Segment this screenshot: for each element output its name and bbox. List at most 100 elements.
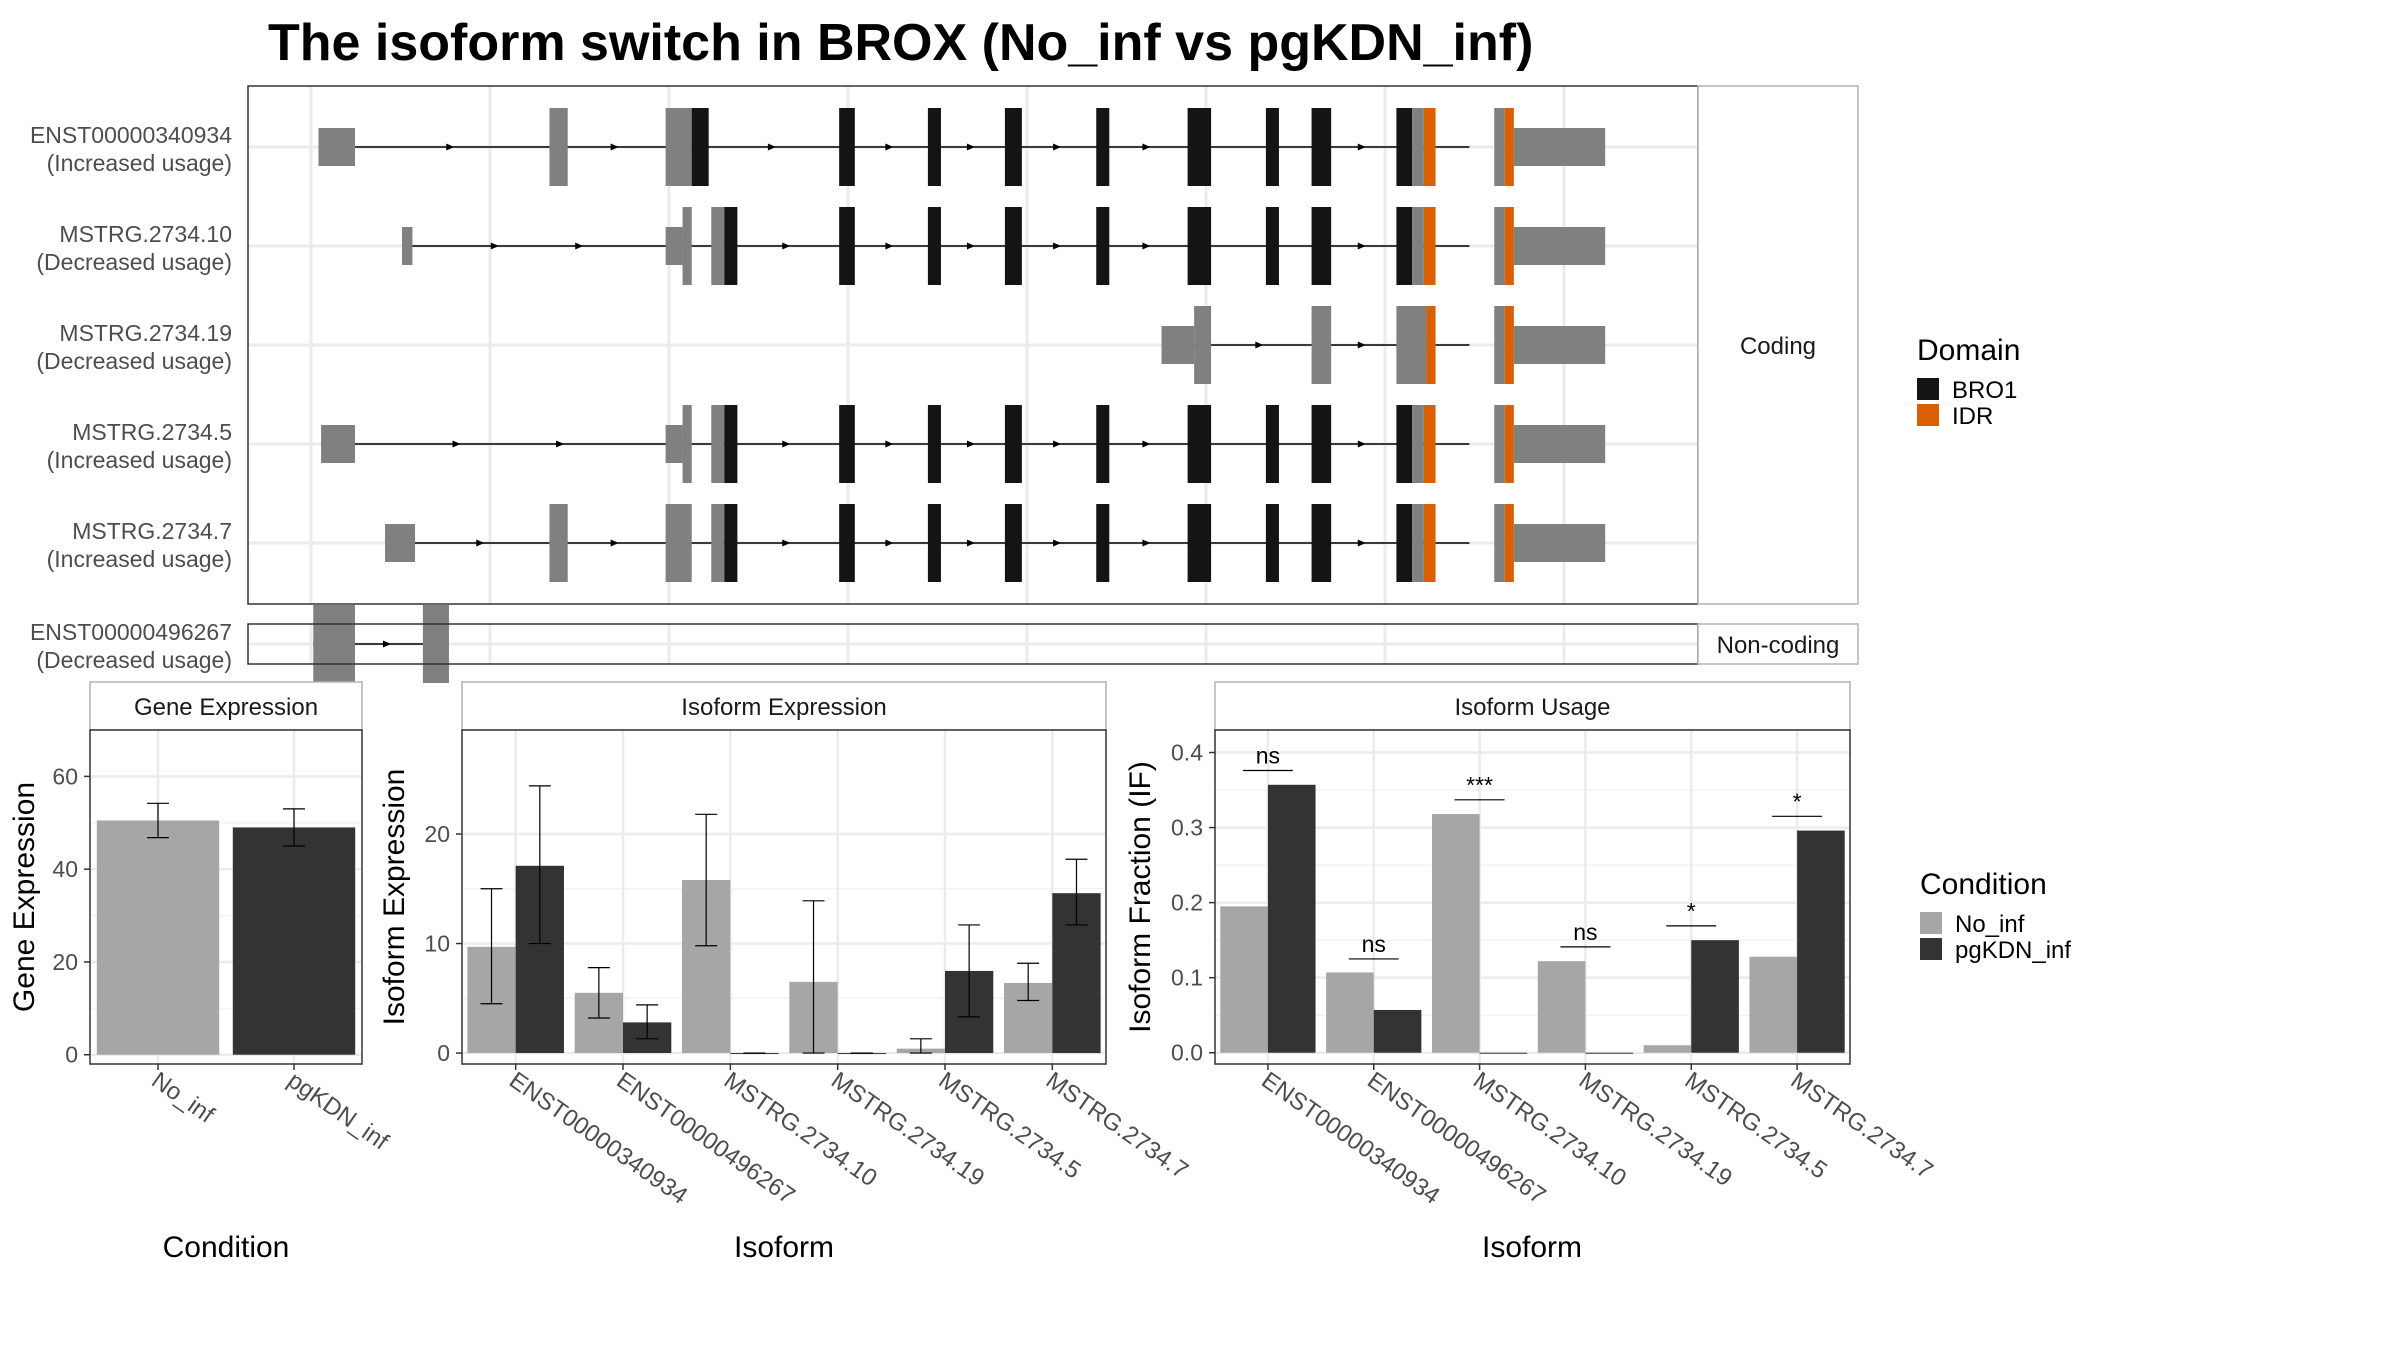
exon-bro1 xyxy=(1004,405,1022,483)
strand-arrow xyxy=(782,242,791,250)
exon-idr xyxy=(1504,306,1514,384)
exon-utr xyxy=(1412,207,1424,285)
significance-label: * xyxy=(1793,788,1802,814)
exon-bro1 xyxy=(1096,108,1110,186)
exon-bro1 xyxy=(1004,207,1022,285)
exon-utr xyxy=(665,425,683,463)
transcript-MSTRG.2734.5 xyxy=(321,405,1606,483)
strand-arrow xyxy=(575,242,584,250)
exon-utr xyxy=(665,108,692,186)
exon-idr xyxy=(1504,405,1514,483)
plot-area xyxy=(1215,730,1850,1064)
x-tick-label: ENST00000496267 xyxy=(612,1067,800,1210)
transcript-name-label: MSTRG.2734.7 xyxy=(72,518,232,544)
bar-No_inf-ENST00000340934 xyxy=(1220,906,1268,1053)
exon-bro1 xyxy=(691,108,709,186)
exon-utr xyxy=(549,504,568,582)
strand-arrow xyxy=(885,440,894,448)
exon-bro1 xyxy=(1311,108,1332,186)
panel-strip xyxy=(1214,681,1851,731)
exon-bro1 xyxy=(1265,108,1279,186)
plot-border xyxy=(89,729,363,1065)
exon-utr xyxy=(1494,504,1505,582)
exon-bro1 xyxy=(1096,405,1110,483)
y-tick-label: 20 xyxy=(424,821,450,847)
exon-bro1 xyxy=(724,207,738,285)
strand-arrow xyxy=(556,440,565,448)
y-axis-title: Gene Expression xyxy=(8,782,41,1012)
coding-strip xyxy=(1697,85,1859,605)
strand-arrow xyxy=(966,242,975,250)
strand-arrow xyxy=(610,539,619,547)
transcript-usage-label: (Decreased usage) xyxy=(36,348,232,374)
exon-bro1 xyxy=(1396,108,1413,186)
exon-utr xyxy=(385,524,416,562)
transcript-usage-label: (Decreased usage) xyxy=(36,249,232,275)
panel-isoform-usage: Isoform Usage 0.0 0.1 0.2 0.3 0.4 ns ns *** ns * * E… xyxy=(1124,681,1938,1264)
strand-arrow xyxy=(1142,539,1151,547)
exon-bro1 xyxy=(927,405,941,483)
panel-gene-expression: Gene Expression 0 20 40 60 No_inf pgKDN_inf Con… xyxy=(8,681,394,1264)
bar-pgKDN_inf-MSTRG.2734.19 xyxy=(1585,1052,1634,1054)
panel-strip-label: Gene Expression xyxy=(134,694,318,721)
transcript-name-label: MSTRG.2734.19 xyxy=(59,320,232,346)
x-axis-title: Isoform xyxy=(1482,1231,1582,1264)
exon-bro1 xyxy=(1187,207,1212,285)
exon-utr xyxy=(711,504,725,582)
y-axis-title: Isoform Expression xyxy=(378,769,411,1026)
exon-bro1 xyxy=(1396,207,1413,285)
x-axis-title: Condition xyxy=(163,1231,290,1264)
strand-arrow xyxy=(966,143,975,151)
bar-pgKDN_inf xyxy=(232,827,356,1055)
transcript-usage-label: (Increased usage) xyxy=(47,447,232,473)
exon-bro1 xyxy=(1265,207,1279,285)
exon-utr xyxy=(1161,326,1195,364)
exon-utr xyxy=(1412,504,1424,582)
exon-bro1 xyxy=(1004,504,1022,582)
y-tick-label: 0.4 xyxy=(1171,740,1203,766)
strand-arrow xyxy=(446,143,455,151)
exon-idr xyxy=(1423,108,1436,186)
strand-arrow xyxy=(885,539,894,547)
exon-utr xyxy=(1412,108,1424,186)
exon-bro1 xyxy=(1187,504,1212,582)
strand-arrow xyxy=(490,242,499,250)
legend-label-pgkdn-inf: pgKDN_inf xyxy=(1955,937,2071,964)
y-axis-title: Isoform Fraction (IF) xyxy=(1124,761,1157,1033)
exon-utr xyxy=(401,227,413,265)
exon-bro1 xyxy=(839,108,855,186)
plot-border xyxy=(461,729,1107,1065)
exon-bro1 xyxy=(1096,504,1110,582)
x-tick-label: ENST00000340934 xyxy=(1256,1067,1444,1210)
legend-key-idr xyxy=(1917,404,1939,426)
transcript-structure-panel: ENST00000340934(Increased usage)MSTRG.27… xyxy=(30,85,1859,683)
transcript-ENST00000496267 xyxy=(313,605,449,683)
significance-label: * xyxy=(1687,898,1696,924)
transcript-name-label: ENST00000496267 xyxy=(30,619,232,645)
exon-utr xyxy=(1194,306,1212,384)
figure-title: The isoform switch in BROX (No_inf vs pg… xyxy=(268,14,1533,72)
strand-arrow xyxy=(1255,341,1264,349)
strand-arrow xyxy=(1357,143,1366,151)
panel-strip-label: Isoform Usage xyxy=(1454,694,1610,721)
legend-label-bro1: BRO1 xyxy=(1952,377,2017,404)
x-tick-label: pgKDN_inf xyxy=(283,1067,394,1156)
x-tick-label: ENST00000340934 xyxy=(504,1067,692,1210)
exon-bro1 xyxy=(1004,108,1022,186)
transcript-name-label: MSTRG.2734.10 xyxy=(59,221,232,247)
strand-arrow xyxy=(966,440,975,448)
bar-pgKDN_inf-ENST00000496267 xyxy=(1373,1009,1422,1053)
noncoding-strip-label: Non-coding xyxy=(1717,632,1840,659)
transcript-MSTRG.2734.19 xyxy=(1161,306,1606,384)
strand-arrow xyxy=(452,440,461,448)
panel-strip xyxy=(89,681,363,731)
exon-idr xyxy=(1504,207,1514,285)
exon-bro1 xyxy=(1096,207,1110,285)
strand-arrow xyxy=(1053,143,1062,151)
exon-utr xyxy=(1396,306,1427,384)
transcript-name-label: ENST00000340934 xyxy=(30,122,232,148)
transcript-MSTRG.2734.10 xyxy=(401,207,1606,285)
exon-bro1 xyxy=(839,504,855,582)
strand-arrow xyxy=(767,143,776,151)
transcript-usage-label: (Increased usage) xyxy=(47,150,232,176)
